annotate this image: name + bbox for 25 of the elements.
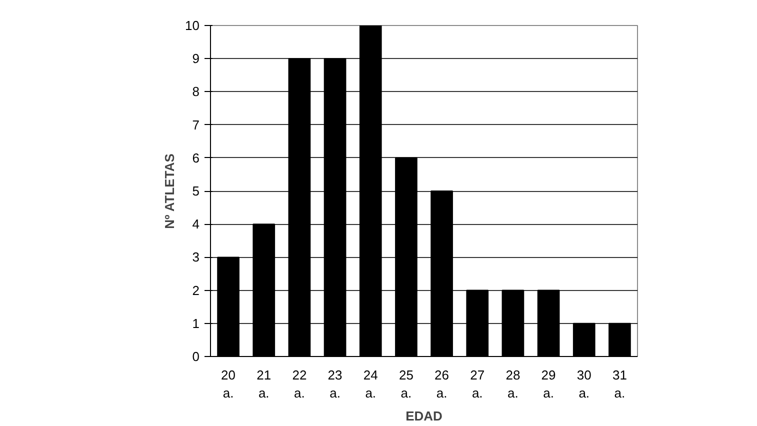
y-tick-label: 1 bbox=[192, 316, 200, 331]
y-axis-title: Nº ATLETAS bbox=[162, 153, 178, 229]
y-tick-label: 9 bbox=[192, 51, 200, 66]
y-tick-label: 6 bbox=[192, 150, 200, 166]
y-tick-label: 7 bbox=[192, 117, 200, 132]
x-axis-title: EDAD bbox=[406, 408, 442, 424]
x-tick-label: 25 a. bbox=[398, 368, 414, 400]
x-tick-label: 23 a. bbox=[328, 368, 342, 400]
x-tick-label: 20 a. bbox=[221, 368, 236, 400]
x-tick-label: 22 a. bbox=[292, 368, 307, 400]
x-tick-label: 27 a. bbox=[470, 368, 485, 400]
y-tick-label: 2 bbox=[192, 282, 200, 298]
x-tick-label: 21 a. bbox=[256, 368, 272, 400]
x-tick-label: 31 a. bbox=[612, 368, 627, 400]
x-tick-label: 29 a. bbox=[541, 368, 556, 400]
y-tick-label: 4 bbox=[192, 216, 200, 232]
y-tick-label: 10 bbox=[185, 18, 200, 33]
y-tick-label: 8 bbox=[192, 84, 200, 100]
x-tick-label: 28 a. bbox=[506, 368, 520, 400]
x-tick-label: 24 a. bbox=[363, 368, 378, 400]
y-tick-label: 0 bbox=[192, 349, 200, 364]
y-tick-label: 3 bbox=[192, 250, 200, 265]
x-tick-label: 30 a. bbox=[576, 368, 592, 400]
x-tick-label: 26 a. bbox=[434, 368, 450, 400]
y-tick-label: 5 bbox=[192, 184, 200, 198]
